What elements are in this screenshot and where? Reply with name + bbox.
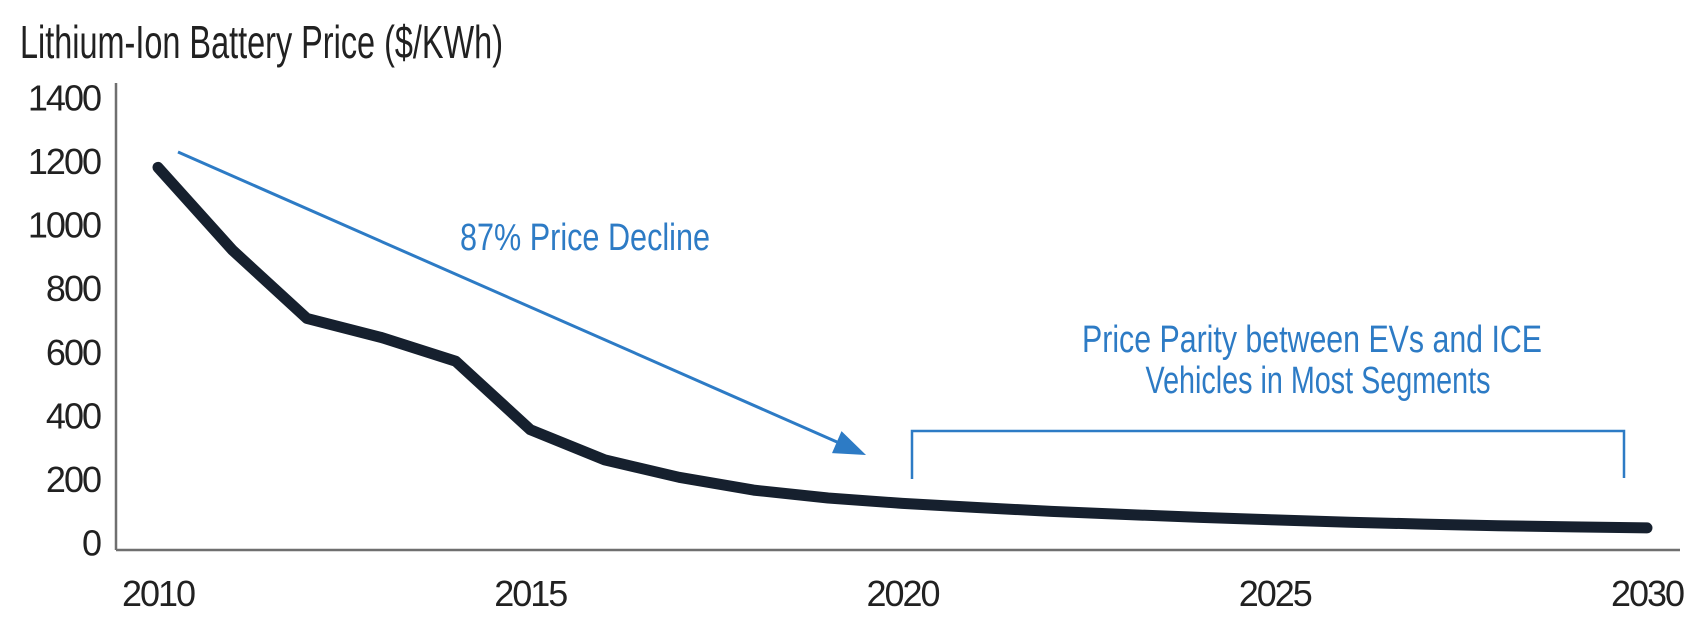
- y-tick-label: 800: [46, 268, 101, 309]
- parity-bracket: [910, 429, 1626, 479]
- decline-arrow-line: [177, 150, 838, 444]
- y-tick-label: 0: [82, 523, 101, 564]
- y-tick-label: 600: [46, 332, 101, 373]
- x-tick-label: 2025: [1239, 573, 1312, 614]
- decline-label: 87% Price Decline: [460, 217, 710, 259]
- parity-label-line1: Price Parity between EVs and ICE: [1082, 319, 1542, 361]
- x-tick-label: 2030: [1611, 573, 1684, 614]
- y-tick-label: 1400: [28, 78, 101, 119]
- parity-label-line2: Vehicles in Most Segments: [1146, 360, 1491, 402]
- y-tick-label: 400: [46, 395, 101, 436]
- y-tick-label: 200: [46, 459, 101, 500]
- y-tick-label: 1200: [28, 141, 101, 182]
- decline-arrow-head-icon: [832, 431, 866, 455]
- y-axis-ticks: 1400 1200 1000 800 600 400 200 0: [28, 78, 103, 564]
- price-curve: [152, 161, 1653, 534]
- decline-annotation: 87% Price Decline: [177, 150, 866, 455]
- x-tick-label: 2010: [122, 573, 195, 614]
- chart-title: Lithium-Ion Battery Price ($/KWh): [20, 16, 503, 68]
- x-tick-label: 2015: [494, 573, 567, 614]
- parity-annotation: Price Parity between EVs and ICE Vehicle…: [910, 319, 1626, 479]
- x-axis-ticks: 2010 2015 2020 2025 2030: [122, 573, 1686, 614]
- x-tick-label: 2020: [866, 573, 939, 614]
- y-tick-label: 1000: [28, 205, 101, 246]
